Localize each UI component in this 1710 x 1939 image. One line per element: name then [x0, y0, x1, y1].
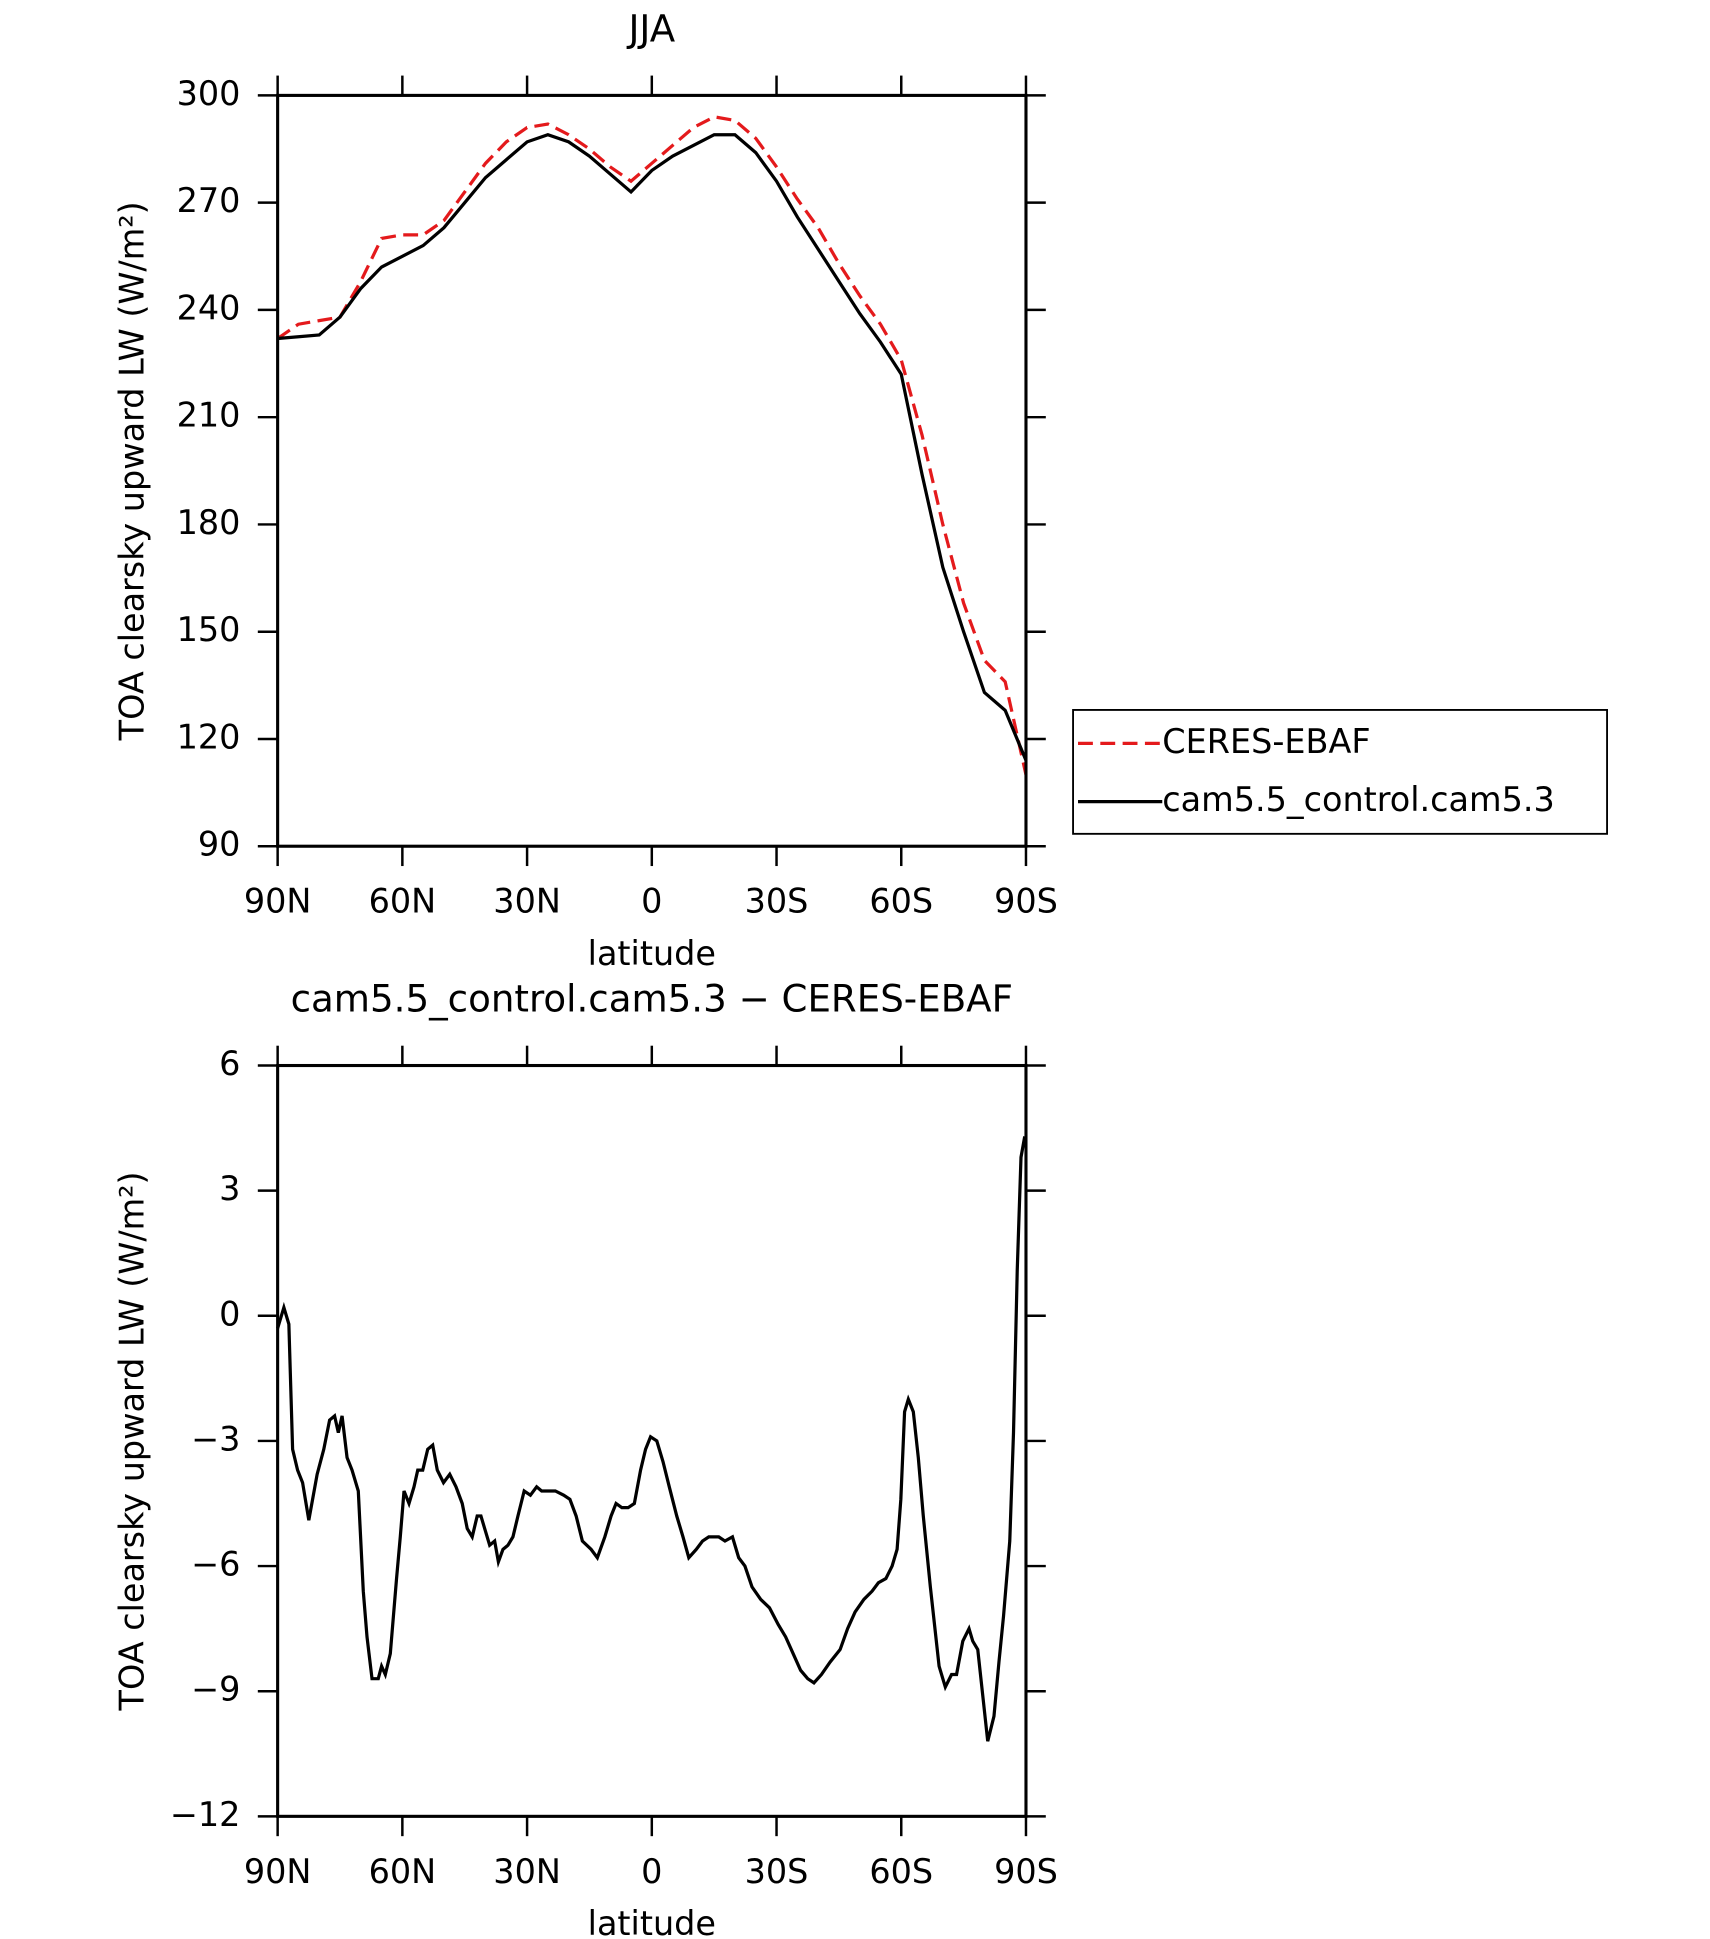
- y-axis-label: TOA clearsky upward LW (W/m²): [112, 201, 151, 741]
- y-tick-label: 240: [177, 288, 241, 327]
- x-axis-label: latitude: [588, 1904, 716, 1939]
- y-tick-label: 0: [219, 1294, 240, 1333]
- legend-box: [1072, 709, 1608, 835]
- y-tick-label: 6: [219, 1044, 240, 1083]
- data-line: [276, 115, 1028, 776]
- y-tick-label: −9: [191, 1670, 240, 1709]
- y-tick-label: 120: [177, 717, 241, 756]
- x-tick-label: 60S: [869, 1852, 933, 1891]
- plot-frame: [276, 1063, 1028, 1818]
- x-tick-label: 60S: [869, 882, 933, 921]
- y-tick-label: 3: [219, 1169, 240, 1208]
- y-tick-label: 90: [198, 825, 241, 864]
- x-tick-label: 30N: [493, 882, 561, 921]
- legend-label: CERES-EBAF: [1162, 722, 1370, 761]
- y-tick-label: 210: [177, 396, 241, 435]
- x-tick-label: 30N: [493, 1852, 561, 1891]
- y-tick-label: 150: [177, 610, 241, 649]
- y-tick-label: 300: [177, 74, 241, 113]
- y-tick-label: −6: [191, 1545, 240, 1584]
- data-line: [276, 1136, 1027, 1742]
- plot-frame: [276, 93, 1028, 848]
- x-tick-label: 90N: [244, 882, 312, 921]
- y-tick-label: −3: [191, 1419, 240, 1458]
- x-axis-label: latitude: [588, 934, 716, 973]
- chart-title: JJA: [626, 7, 675, 50]
- y-axis-label: TOA clearsky upward LW (W/m²): [112, 1171, 151, 1711]
- legend-label: cam5.5_control.cam5.3: [1162, 780, 1555, 819]
- x-tick-label: 30S: [745, 1852, 809, 1891]
- y-tick-label: 270: [177, 181, 241, 220]
- x-tick-label: 0: [641, 1852, 662, 1891]
- x-tick-label: 90S: [994, 882, 1058, 921]
- x-tick-label: 60N: [369, 1852, 437, 1891]
- y-tick-label: −12: [170, 1795, 241, 1834]
- x-tick-label: 0: [641, 882, 662, 921]
- chart-title: cam5.5_control.cam5.3 − CERES-EBAF: [291, 978, 1013, 1021]
- y-tick-label: 180: [177, 503, 241, 542]
- x-tick-label: 60N: [369, 882, 437, 921]
- x-tick-label: 30S: [745, 882, 809, 921]
- data-line: [277, 133, 1028, 762]
- x-tick-label: 90S: [994, 1852, 1058, 1891]
- x-tick-label: 90N: [244, 1852, 312, 1891]
